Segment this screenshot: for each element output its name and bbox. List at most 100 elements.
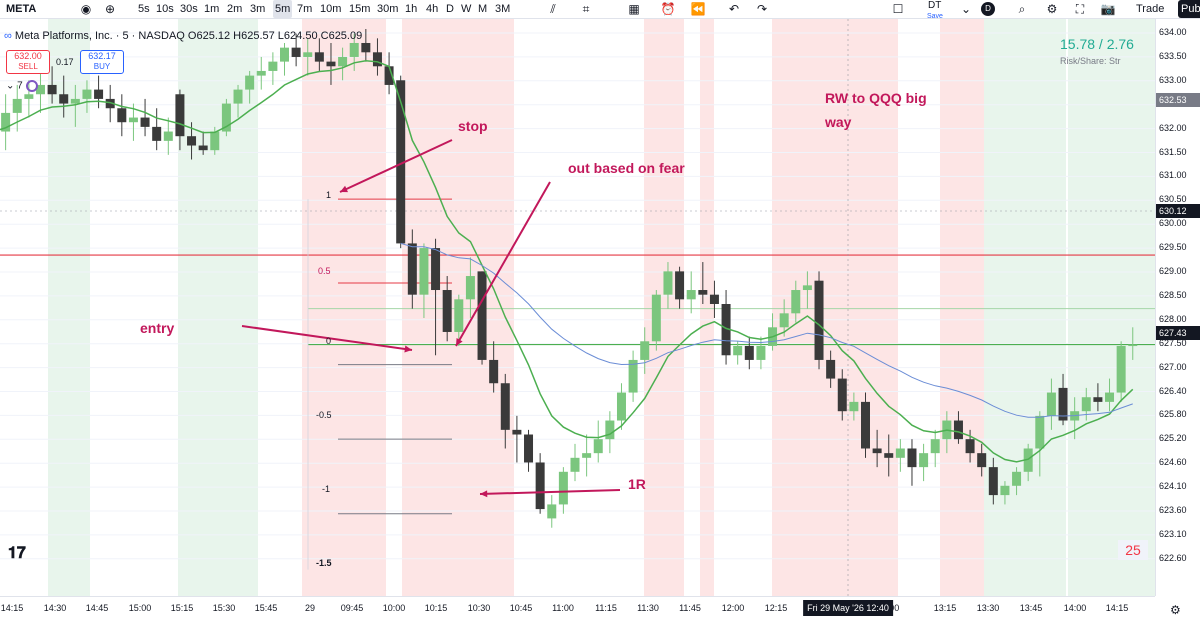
candle-body [791, 290, 801, 314]
tradingview-logo: 𝟏𝟕 [8, 545, 26, 562]
candle-body [70, 98, 80, 104]
dropdown-icon[interactable]: ⌄ [960, 2, 972, 16]
candle-body [1116, 345, 1126, 393]
chart-type-icon[interactable]: ⫽ [550, 2, 556, 16]
price-tick: 627.50 [1159, 337, 1187, 348]
layouts-icon[interactable]: ▦ [628, 2, 640, 16]
chevron-down-icon[interactable]: ⌄ [6, 80, 15, 92]
candle-body [849, 401, 859, 412]
layout-square-icon[interactable]: ☐ [892, 2, 904, 16]
candle-body [733, 345, 743, 356]
candle-body [163, 131, 173, 141]
interval-5m[interactable]: 5m [273, 0, 293, 18]
interval-3m[interactable]: 3m [250, 3, 266, 15]
price-tick: 623.60 [1159, 505, 1187, 515]
time-tick: 15:15 [170, 603, 194, 613]
candle-body [1023, 448, 1033, 472]
interval-4h[interactable]: 4h [426, 3, 439, 15]
candle-body [1081, 397, 1091, 412]
session-band [984, 19, 1066, 596]
settings-icon[interactable]: ⚙ [1046, 2, 1058, 16]
ema-line [0, 59, 1134, 463]
interval-10s[interactable]: 10s [156, 3, 174, 15]
candle-body [582, 453, 592, 458]
avatar[interactable]: D [981, 2, 995, 16]
time-tick: 10:45 [509, 603, 533, 613]
candle-body [140, 117, 150, 127]
time-axis[interactable]: 14:15 14:30 14:45 15:00 15:15 15:30 15:45 29 09:… [0, 596, 1155, 624]
candle-body [198, 145, 208, 151]
price-tick: 623.10 [1159, 528, 1187, 539]
publish-button[interactable]: Pub [1178, 0, 1200, 18]
buy-button[interactable]: 632.17 BUY [80, 50, 124, 74]
interval-15m[interactable]: 15m [349, 3, 371, 15]
interval-30m[interactable]: 30m [377, 3, 399, 15]
risk-value: 15.78 / 2.76 [1060, 36, 1134, 52]
candle-body [907, 448, 917, 468]
time-tick: 14:45 [85, 603, 109, 613]
candle-body [651, 294, 661, 342]
compare-icon[interactable]: ◉ [80, 2, 92, 16]
add-symbol-icon[interactable]: ⊕ [104, 2, 116, 16]
symbol-search[interactable]: META [6, 3, 37, 15]
layout-name[interactable]: DT [928, 0, 942, 11]
candle-body [965, 439, 975, 454]
interval-10m[interactable]: 10m [320, 3, 342, 15]
candle-body [547, 504, 557, 519]
settings-icon[interactable]: ⚙ [1170, 603, 1181, 617]
indicator-count: 7 [17, 80, 23, 92]
interval-7m[interactable]: 7m [297, 3, 313, 15]
price-tick: 630.00 [1159, 218, 1187, 229]
price-tick: 627.00 [1159, 361, 1187, 372]
time-tick: 13:30 [976, 603, 1000, 613]
trade-button[interactable]: Trade [1136, 3, 1165, 15]
price-tag: 630.12 [1156, 204, 1200, 218]
price-tick: 631.00 [1159, 170, 1187, 181]
fib-label-neg-0.5: -0.5 [316, 410, 332, 420]
sell-button[interactable]: 632.00 SELL [6, 50, 50, 74]
candle-body [535, 462, 545, 510]
session-band [178, 19, 258, 596]
price-tick: 633.50 [1159, 50, 1187, 61]
redo-icon[interactable]: ↷ [756, 2, 768, 16]
crosshair-time-label: Fri 29 May '26 12:40 [803, 600, 893, 616]
interval-D[interactable]: D [446, 3, 454, 15]
interval-2m[interactable]: 2m [227, 3, 243, 15]
indicator-toggle[interactable]: ⌄ 7 [6, 80, 38, 92]
candle-body [396, 80, 406, 244]
candle-body [117, 108, 127, 123]
interval-5s[interactable]: 5s [138, 3, 150, 15]
candle-body [314, 52, 324, 62]
search-icon[interactable]: ⌕ [1018, 2, 1026, 16]
time-tick: 29 [304, 603, 316, 613]
indicators-icon[interactable]: ⌗ [582, 2, 590, 16]
price-tick: 630.50 [1159, 194, 1187, 205]
candle-body [489, 359, 499, 384]
candle-body [35, 84, 45, 95]
interval-W[interactable]: W [461, 3, 472, 15]
fullscreen-icon[interactable]: ⛶ [1075, 2, 1085, 16]
save-label[interactable]: Save [927, 13, 943, 20]
price-chart[interactable] [0, 19, 1155, 596]
candle-body [175, 94, 185, 137]
candle-body [1, 112, 11, 132]
interval-1h[interactable]: 1h [405, 3, 418, 15]
legend-ohlc: O625.12 H625.57 L624.50 C625.09 [187, 30, 363, 42]
price-tick: 634.00 [1159, 27, 1187, 37]
interval-30s[interactable]: 30s [180, 3, 198, 15]
interval-M[interactable]: M [478, 3, 488, 15]
candle-body [756, 345, 766, 360]
interval-1m[interactable]: 1m [204, 3, 220, 15]
alert-icon[interactable]: ⏰ [660, 2, 676, 16]
candle-body [407, 243, 417, 295]
interval-3M[interactable]: 3M [495, 3, 511, 15]
chart-pane[interactable] [0, 19, 1155, 596]
price-axis[interactable]: 634.00633.50633.00632.50632.00631.50631.… [1155, 19, 1200, 596]
time-tick: 12:00 [721, 603, 745, 613]
candle-body [814, 280, 824, 360]
session-band [700, 19, 714, 596]
replay-icon[interactable]: ⏪ [690, 2, 706, 16]
undo-icon[interactable]: ↶ [728, 2, 740, 16]
camera-icon[interactable]: 📷 [1100, 2, 1116, 16]
candle-body [686, 290, 696, 300]
